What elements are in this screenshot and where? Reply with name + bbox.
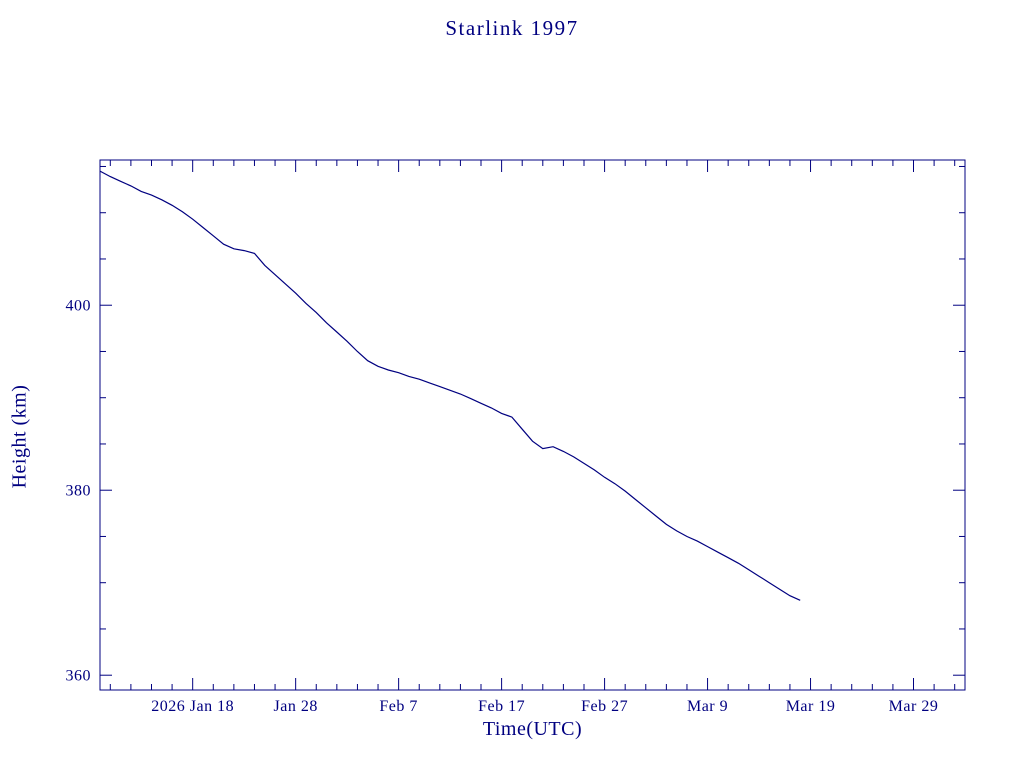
x-tick-label: Mar 9: [687, 698, 728, 715]
x-tick-label: Feb 7: [379, 698, 418, 715]
x-tick-label: Feb 17: [478, 698, 525, 715]
x-axis-ticks: [109, 160, 956, 690]
height-series-line: [99, 170, 801, 601]
y-tick-label: 400: [66, 298, 92, 315]
y-axis-ticks: [100, 165, 965, 676]
x-tick-label: Mar 19: [786, 698, 836, 715]
x-tick-label: Feb 27: [581, 698, 628, 715]
y-axis-label: Height (km): [8, 384, 31, 489]
chart-title: Starlink 1997: [445, 16, 579, 40]
y-tick-label: 380: [66, 483, 92, 500]
y-tick-labels: 360 380 400: [66, 298, 92, 685]
x-tick-labels: 2026 Jan 18 Jan 28 Feb 7 Feb 17 Feb 27 Mar 9 M…: [151, 698, 938, 715]
y-tick-label: 360: [66, 668, 92, 685]
x-tick-label: 2026 Jan 18: [151, 698, 234, 715]
x-tick-label: Mar 29: [889, 698, 939, 715]
plot-frame: [99, 159, 966, 691]
plot-box: [99, 159, 966, 691]
x-axis-label: Time(UTC): [482, 718, 583, 740]
x-tick-label: Jan 28: [273, 698, 317, 715]
data-line: [99, 170, 801, 601]
